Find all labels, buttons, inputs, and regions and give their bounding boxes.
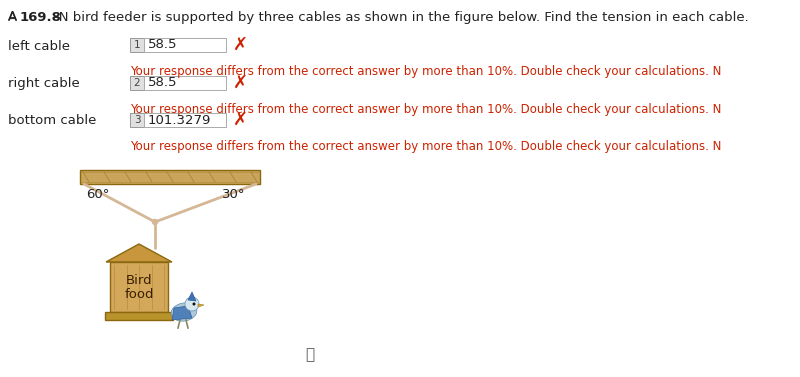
FancyBboxPatch shape bbox=[110, 262, 168, 312]
Text: left cable: left cable bbox=[8, 40, 70, 52]
Polygon shape bbox=[188, 292, 196, 301]
FancyBboxPatch shape bbox=[130, 38, 144, 52]
FancyBboxPatch shape bbox=[80, 170, 260, 184]
FancyBboxPatch shape bbox=[105, 312, 173, 320]
Circle shape bbox=[193, 302, 195, 305]
Circle shape bbox=[153, 219, 158, 224]
Text: ✗: ✗ bbox=[233, 36, 248, 54]
Text: 58.5: 58.5 bbox=[148, 77, 178, 89]
FancyBboxPatch shape bbox=[144, 76, 226, 90]
Text: Your response differs from the correct answer by more than 10%. Double check you: Your response differs from the correct a… bbox=[130, 65, 722, 78]
Text: 101.3279: 101.3279 bbox=[148, 113, 211, 127]
Text: A: A bbox=[8, 11, 22, 24]
Text: 3: 3 bbox=[134, 115, 140, 125]
Polygon shape bbox=[172, 306, 192, 320]
Text: Your response differs from the correct answer by more than 10%. Double check you: Your response differs from the correct a… bbox=[130, 140, 722, 153]
Circle shape bbox=[185, 297, 199, 311]
Text: ✗: ✗ bbox=[233, 111, 248, 129]
Text: -N bird feeder is supported by three cables as shown in the figure below. Find t: -N bird feeder is supported by three cab… bbox=[54, 11, 749, 24]
Text: 58.5: 58.5 bbox=[148, 38, 178, 52]
Text: Bird: Bird bbox=[126, 274, 152, 288]
Polygon shape bbox=[198, 304, 204, 307]
Ellipse shape bbox=[171, 303, 197, 321]
FancyBboxPatch shape bbox=[130, 76, 144, 90]
Text: bottom cable: bottom cable bbox=[8, 115, 96, 127]
FancyBboxPatch shape bbox=[144, 113, 226, 127]
Text: 30°: 30° bbox=[222, 188, 246, 201]
Polygon shape bbox=[106, 244, 172, 262]
Text: 1: 1 bbox=[134, 40, 140, 50]
FancyBboxPatch shape bbox=[130, 113, 144, 127]
Text: Your response differs from the correct answer by more than 10%. Double check you: Your response differs from the correct a… bbox=[130, 103, 722, 116]
Text: ⓘ: ⓘ bbox=[306, 348, 314, 363]
Text: A: A bbox=[8, 10, 22, 23]
Text: 169.8: 169.8 bbox=[20, 11, 62, 24]
Text: 60°: 60° bbox=[86, 188, 110, 201]
Text: food: food bbox=[124, 288, 154, 301]
Text: 2: 2 bbox=[134, 78, 140, 88]
Text: ✗: ✗ bbox=[233, 74, 248, 92]
Text: right cable: right cable bbox=[8, 78, 80, 90]
FancyBboxPatch shape bbox=[144, 38, 226, 52]
